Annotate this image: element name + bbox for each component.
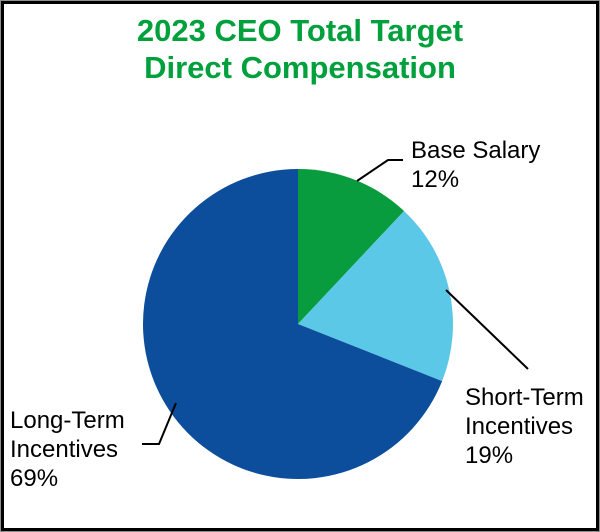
base-salary-label-pct: 12% (411, 166, 460, 193)
short-term-label-line1: Short-Term (465, 384, 584, 411)
short-term-label-line2: Incentives (465, 413, 574, 440)
chart-title-line2: Direct Compensation (144, 50, 456, 85)
pie-slice-long-term-incentives (143, 169, 443, 480)
short-term-incentives-label: Short-Term Incentives 19% (465, 383, 584, 470)
long-term-incentives-label: Long-Term Incentives 69% (10, 406, 125, 493)
short-term-leader-line (445, 289, 529, 370)
base-salary-label: Base Salary 12% (411, 136, 540, 194)
base-salary-label-name: Base Salary (411, 137, 541, 164)
pie-slice-base-salary (298, 169, 405, 324)
chart-title-line1: 2023 CEO Total Target (136, 13, 464, 48)
chart-title: 2023 CEO Total Target Direct Compensatio… (0, 12, 600, 86)
long-term-leader-line (142, 402, 177, 445)
pie-slice-short-term-incentives (298, 211, 454, 382)
base-salary-leader-line (356, 159, 403, 182)
long-term-label-line1: Long-Term (10, 407, 125, 434)
short-term-label-pct: 19% (465, 442, 514, 469)
long-term-label-line2: Incentives (10, 436, 119, 463)
long-term-label-pct: 69% (10, 465, 59, 492)
